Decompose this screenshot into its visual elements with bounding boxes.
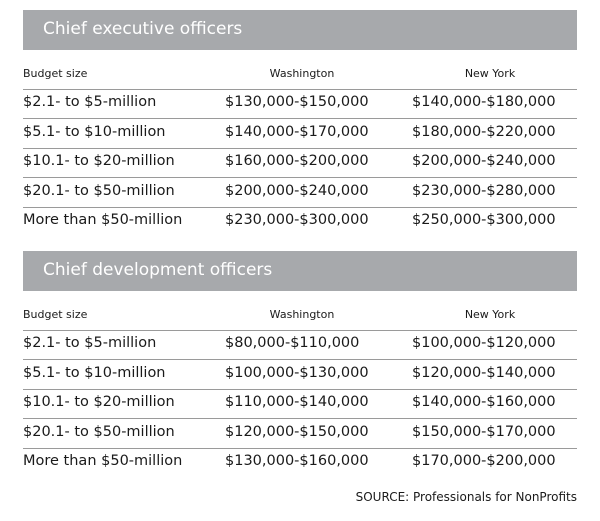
table-cell: $10.1- to $20-million: [23, 394, 175, 410]
table-cell: $140,000-$170,000: [225, 123, 369, 140]
table-cell: $160,000-$200,000: [225, 153, 369, 169]
table-cell: $230,000-$280,000: [412, 182, 556, 199]
table-cell: $80,000-$110,000: [225, 335, 360, 351]
row-divider: [23, 177, 577, 178]
row-divider: [23, 89, 577, 90]
section-header: Chief development officers: [23, 251, 577, 291]
table-cell: $2.1- to $5-million: [23, 94, 157, 110]
table-cell: $200,000-$240,000: [225, 182, 369, 199]
table-cell: $140,000-$160,000: [412, 394, 556, 410]
table-cell: $20.1- to $50-million: [23, 182, 175, 199]
table-cell: More than $50-million: [23, 453, 183, 469]
table-cell: More than $50-million: [23, 212, 183, 228]
table-cell: $230,000-$300,000: [225, 212, 369, 228]
table-cell: $130,000-$150,000: [225, 94, 369, 110]
column-header: Budget size: [23, 67, 88, 80]
row-divider: [23, 206, 577, 208]
table-cell: $130,000-$160,000: [225, 453, 369, 469]
table-cell: $10.1- to $20-million: [23, 153, 175, 169]
row-divider: [23, 447, 577, 449]
column-header: New York: [464, 67, 516, 80]
table-cell: $5.1- to $10-million: [23, 123, 166, 140]
table-cell: $170,000-$200,000: [412, 453, 556, 469]
table-cell: $110,000-$140,000: [225, 394, 369, 410]
table-cell: $180,000-$220,000: [412, 123, 556, 140]
table-cell: $20.1- to $50-million: [23, 423, 175, 440]
table-cell: $2.1- to $5-million: [23, 335, 157, 351]
section-header: Chief executive officers: [23, 10, 577, 50]
table-cell: $5.1- to $10-million: [23, 364, 166, 381]
table-cell: $100,000-$130,000: [225, 364, 369, 381]
table-cell: $250,000-$300,000: [412, 212, 556, 228]
column-header: Budget size: [23, 308, 88, 321]
table-cell: $200,000-$240,000: [412, 153, 556, 169]
source: SOURCE: Professionals for NonProfits: [355, 490, 577, 504]
table-cell: $150,000-$170,000: [412, 423, 556, 440]
row-divider: [23, 359, 577, 360]
table-cell: $140,000-$180,000: [412, 94, 556, 110]
row-divider: [23, 388, 577, 390]
table-cell: $100,000-$120,000: [412, 335, 556, 351]
row-divider: [23, 418, 577, 419]
column-header: Washington: [269, 308, 335, 321]
row-divider: [23, 118, 577, 119]
column-header: New York: [464, 308, 516, 321]
column-header: Washington: [269, 67, 335, 80]
section-title: Chief executive officers: [43, 19, 243, 39]
table-cell: $120,000-$150,000: [225, 423, 369, 440]
table-cell: $120,000-$140,000: [412, 364, 556, 381]
row-divider: [23, 330, 577, 331]
row-divider: [23, 147, 577, 149]
section-title: Chief development officers: [43, 260, 273, 280]
